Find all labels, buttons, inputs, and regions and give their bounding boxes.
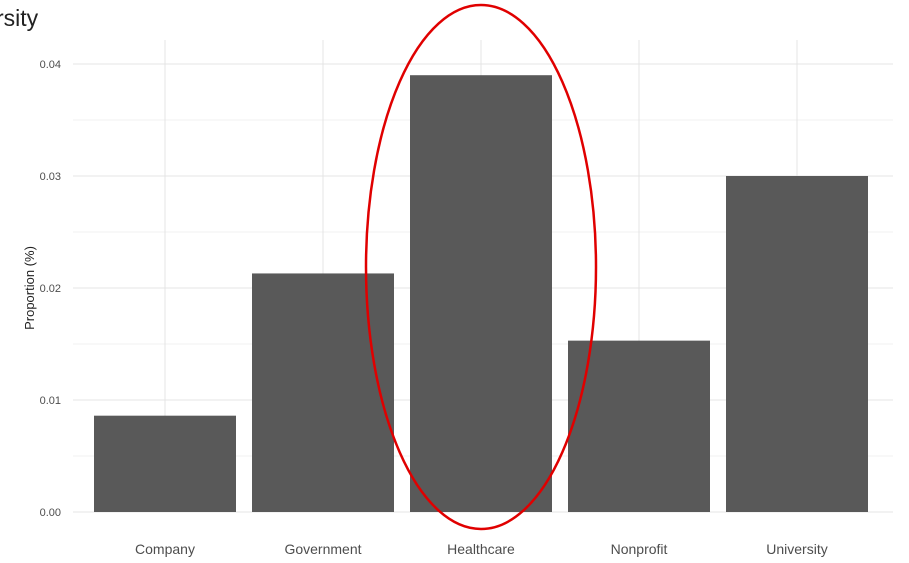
bar-university <box>726 176 868 512</box>
x-tick-label: University <box>766 541 827 557</box>
bar-healthcare <box>410 75 552 512</box>
bars <box>94 75 868 512</box>
highlight-ellipse <box>364 3 598 531</box>
x-tick-label: Company <box>135 541 195 557</box>
x-tick-label: Government <box>284 541 361 557</box>
x-tick-label: Nonprofit <box>611 541 668 557</box>
y-tick-label: 0.01 <box>40 395 61 407</box>
chart-title: rsity <box>0 5 39 31</box>
highlight-annotation <box>364 3 598 531</box>
x-tick-labels: Company Government Healthcare Nonprofit Univ… <box>135 541 828 557</box>
bar-government <box>252 273 394 512</box>
bar-nonprofit <box>568 340 710 512</box>
y-tick-label: 0.02 <box>40 283 61 295</box>
bar-company <box>94 415 236 512</box>
y-tick-labels: 0.00 0.01 0.02 0.03 0.04 <box>40 59 61 519</box>
y-tick-label: 0.04 <box>40 59 61 71</box>
y-tick-label: 0.03 <box>40 171 61 183</box>
y-axis-title: Proportion (%) <box>22 246 37 330</box>
x-tick-label: Healthcare <box>447 541 515 557</box>
y-tick-label: 0.00 <box>40 507 61 519</box>
